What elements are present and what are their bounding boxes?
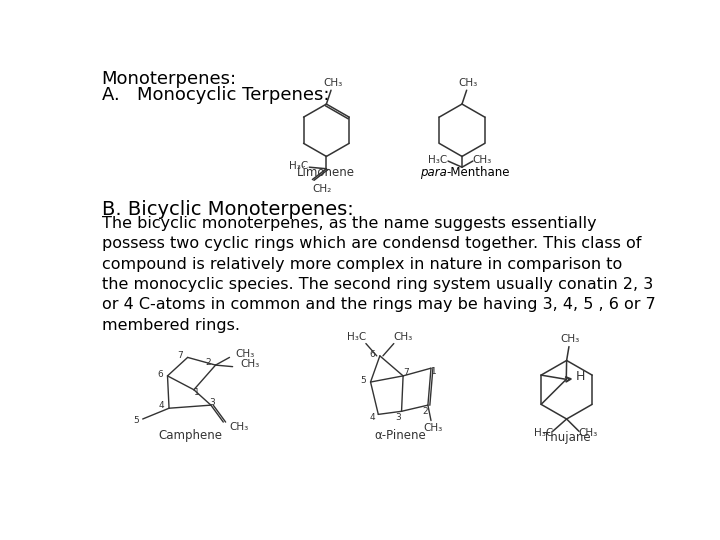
Text: Camphene: Camphene — [158, 429, 222, 442]
Text: CH₃: CH₃ — [423, 423, 442, 433]
Text: H₃C: H₃C — [289, 161, 308, 171]
Text: CH₃: CH₃ — [230, 422, 248, 431]
Text: α-Pinene: α-Pinene — [374, 429, 426, 442]
Text: CH₃: CH₃ — [323, 78, 342, 88]
Text: 5: 5 — [134, 416, 140, 425]
Text: 2: 2 — [205, 357, 211, 367]
Text: A.   Monocyclic Terpenes:: A. Monocyclic Terpenes: — [102, 85, 329, 104]
Text: H: H — [575, 370, 585, 383]
Text: B. Bicyclic Monoterpenes:: B. Bicyclic Monoterpenes: — [102, 200, 354, 219]
Text: 7: 7 — [177, 352, 183, 360]
Text: H₃C: H₃C — [534, 428, 553, 438]
Text: Monoterpenes:: Monoterpenes: — [102, 70, 237, 88]
Text: CH₃: CH₃ — [560, 334, 580, 344]
Text: 5: 5 — [360, 376, 366, 385]
Text: 4: 4 — [369, 413, 375, 422]
Text: CH₃: CH₃ — [393, 333, 413, 342]
Text: CH₃: CH₃ — [579, 428, 598, 438]
Text: 6: 6 — [157, 370, 163, 379]
Text: The bicyclic monoterpenes, as the name suggests essentially
possess two cyclic r: The bicyclic monoterpenes, as the name s… — [102, 215, 655, 333]
Text: 7: 7 — [403, 368, 409, 377]
Text: 1: 1 — [431, 367, 437, 376]
Text: CH₃: CH₃ — [472, 154, 492, 165]
Text: 3: 3 — [395, 413, 401, 422]
Text: Limonene: Limonene — [297, 166, 356, 179]
Text: CH₃: CH₃ — [240, 359, 260, 369]
Text: CH₃: CH₃ — [459, 78, 478, 88]
Text: H₃C: H₃C — [347, 333, 366, 342]
Text: para: para — [420, 166, 446, 179]
Text: 4: 4 — [158, 401, 164, 410]
Text: 6: 6 — [369, 350, 375, 359]
Text: H₃C: H₃C — [428, 154, 447, 165]
Text: 3: 3 — [210, 397, 215, 407]
Text: Thujane: Thujane — [543, 431, 590, 444]
Text: 2: 2 — [422, 407, 428, 416]
Text: 1: 1 — [194, 388, 200, 397]
Text: CH₂: CH₂ — [312, 184, 331, 194]
Text: -Menthane: -Menthane — [446, 166, 510, 179]
Text: CH₃: CH₃ — [235, 349, 255, 359]
